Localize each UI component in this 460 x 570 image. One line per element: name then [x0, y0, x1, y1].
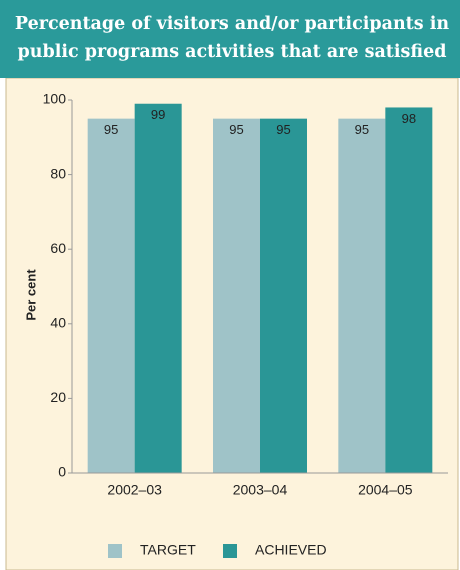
legend-swatch [108, 544, 122, 558]
data-label: 95 [276, 122, 290, 137]
bar [213, 118, 260, 474]
x-tick-label: 2003–04 [233, 482, 288, 498]
data-label: 95 [229, 122, 243, 137]
bar [87, 118, 135, 474]
y-tick-label: 60 [50, 240, 66, 256]
data-label: 99 [151, 107, 165, 122]
data-label: 98 [402, 111, 416, 126]
legend-swatch [223, 544, 237, 558]
legend-label: TARGET [140, 542, 196, 558]
data-label: 95 [104, 122, 118, 137]
x-tick-label: 2002–03 [107, 482, 162, 498]
y-tick-label: 80 [50, 165, 66, 181]
bar [385, 107, 433, 474]
bar [134, 103, 182, 474]
chart: Per cent 0 20 40 60 80 100 2002–03 95 99 2003–04 9… [5, 78, 459, 570]
chart-title: Percentage of visitors and/or participan… [0, 0, 460, 78]
bar [260, 118, 307, 474]
legend-label: ACHIEVED [255, 542, 327, 558]
data-label: 95 [355, 122, 369, 137]
x-tick-label: 2004–05 [358, 482, 413, 498]
y-tick-label: 20 [50, 389, 66, 405]
y-tick-label: 0 [58, 464, 66, 480]
y-tick-label: 100 [43, 91, 67, 107]
bar [338, 118, 386, 474]
y-axis-label: Per cent [23, 269, 38, 321]
y-tick-label: 40 [50, 315, 66, 331]
